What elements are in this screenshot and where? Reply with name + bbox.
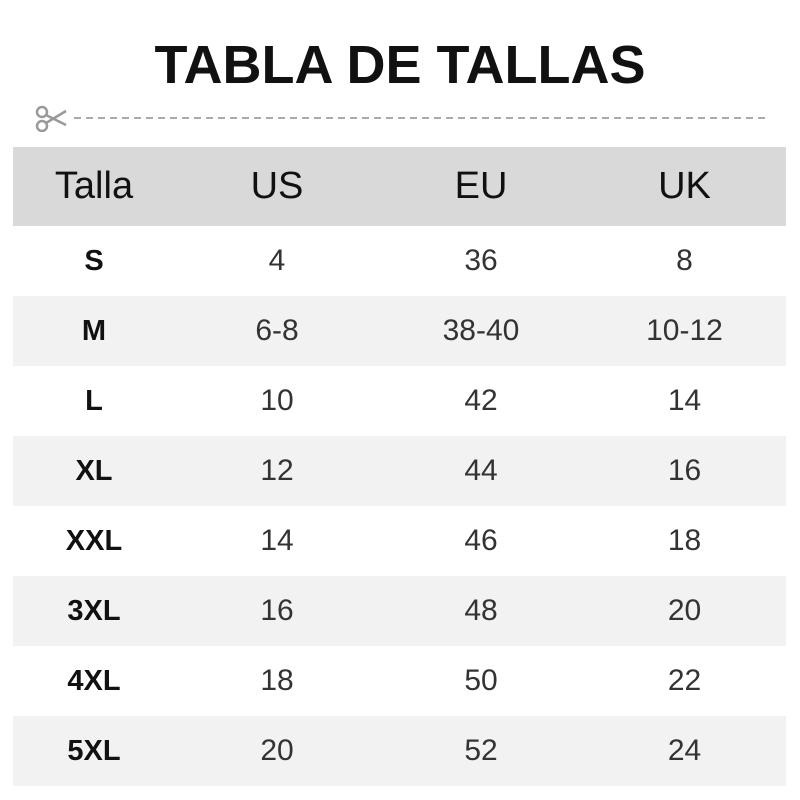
table-row: 5XL 20 52 24: [13, 716, 786, 786]
table-cell: 20: [583, 576, 786, 646]
size-label: 3XL: [13, 576, 175, 646]
size-label: M: [13, 296, 175, 366]
table-cell: 50: [464, 664, 498, 697]
table-cell: 24: [583, 716, 786, 786]
table-cell: 16: [583, 436, 786, 506]
cut-line: [35, 105, 766, 132]
column-header: EU: [379, 147, 583, 226]
table-cell: 20: [175, 716, 379, 786]
table-cell: 4: [268, 244, 286, 277]
size-label: 4XL: [67, 664, 121, 697]
table-cell: 38-40: [379, 296, 583, 366]
table-cell: 12: [175, 436, 379, 506]
scissors-icon: [35, 105, 67, 132]
table-row: M 6-8 38-40 10-12: [13, 296, 786, 366]
table-cell: 22: [667, 664, 702, 697]
table-cell: 52: [379, 716, 583, 786]
table-cell: 18: [260, 664, 294, 697]
table-cell: 36: [464, 244, 498, 277]
table-cell: 48: [379, 576, 583, 646]
table-cell: 10-12: [583, 296, 786, 366]
size-table: Talla US EU UK S 4 36 8 M 6-8 38-40 10-12 L 10 42 14 XL…: [13, 147, 786, 786]
column-header: UK: [583, 147, 786, 226]
size-label: 5XL: [13, 716, 175, 786]
size-label: XXL: [65, 524, 123, 557]
table-cell: 14: [260, 524, 294, 557]
table-cell: 6-8: [175, 296, 379, 366]
page-title: TABLA DE TALLAS: [154, 35, 646, 95]
table-cell: 18: [667, 524, 702, 557]
table-row: XXL 14 46 18: [13, 506, 786, 576]
table-cell: 8: [676, 244, 693, 277]
column-header: Talla: [13, 147, 175, 226]
column-header: US: [175, 147, 379, 226]
size-label: L: [85, 384, 103, 417]
size-label: S: [84, 244, 104, 277]
size-label: XL: [13, 436, 175, 506]
header-row: Talla US EU UK: [13, 147, 786, 226]
table-cell: 14: [667, 384, 702, 417]
table-row: S 4 36 8: [13, 226, 786, 296]
table-row: XL 12 44 16: [13, 436, 786, 506]
table-cell: 44: [379, 436, 583, 506]
table-cell: 16: [175, 576, 379, 646]
table-cell: 46: [464, 524, 498, 557]
table-row: 4XL 18 50 22: [13, 646, 786, 716]
table-row: L 10 42 14: [13, 366, 786, 436]
table-cell: 42: [464, 384, 498, 417]
table-row: 3XL 16 48 20: [13, 576, 786, 646]
table-cell: 10: [260, 384, 294, 417]
